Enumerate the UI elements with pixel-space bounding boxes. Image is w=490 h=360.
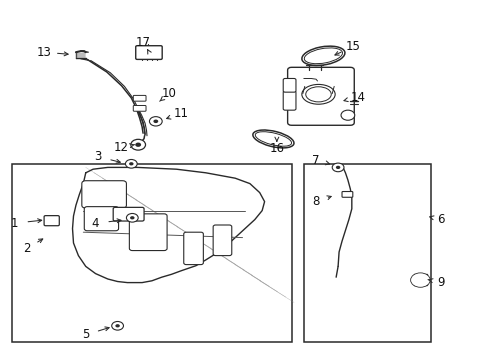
Circle shape [125,159,137,168]
Circle shape [112,321,123,330]
Text: 8: 8 [312,195,320,208]
Circle shape [341,110,355,120]
FancyBboxPatch shape [129,214,167,251]
Bar [304,164,431,342]
FancyBboxPatch shape [184,232,203,265]
Circle shape [411,273,430,287]
Text: 6: 6 [437,213,445,226]
Text: 1: 1 [11,217,19,230]
Circle shape [126,213,138,222]
Circle shape [131,139,146,150]
Polygon shape [73,167,265,283]
Text: 16: 16 [270,142,284,155]
Circle shape [135,143,141,147]
Text: 7: 7 [312,154,320,167]
Text: 17: 17 [136,36,151,49]
Text: 10: 10 [162,87,176,100]
FancyBboxPatch shape [113,207,144,221]
Circle shape [149,117,162,126]
Bar [12,164,292,342]
Circle shape [115,324,120,328]
Text: 15: 15 [345,40,360,53]
Circle shape [418,278,423,282]
FancyBboxPatch shape [283,91,296,110]
Text: 9: 9 [437,276,445,289]
Text: 5: 5 [82,328,90,341]
Text: 14: 14 [350,91,365,104]
Text: 2: 2 [23,242,31,255]
FancyBboxPatch shape [82,181,126,208]
Circle shape [153,120,158,123]
Text: 13: 13 [37,46,51,59]
Text: 4: 4 [92,217,99,230]
FancyBboxPatch shape [133,95,146,101]
FancyBboxPatch shape [84,207,119,231]
FancyBboxPatch shape [136,46,162,59]
Text: 11: 11 [174,107,189,120]
FancyBboxPatch shape [283,78,296,92]
Circle shape [414,275,427,285]
Circle shape [336,166,341,169]
Circle shape [332,163,344,172]
FancyBboxPatch shape [213,225,232,256]
Circle shape [129,162,134,166]
Text: 3: 3 [94,150,102,163]
FancyBboxPatch shape [133,105,146,111]
FancyBboxPatch shape [288,67,354,125]
Text: 12: 12 [114,141,129,154]
FancyBboxPatch shape [342,192,353,197]
FancyBboxPatch shape [44,216,59,226]
Circle shape [130,216,135,220]
